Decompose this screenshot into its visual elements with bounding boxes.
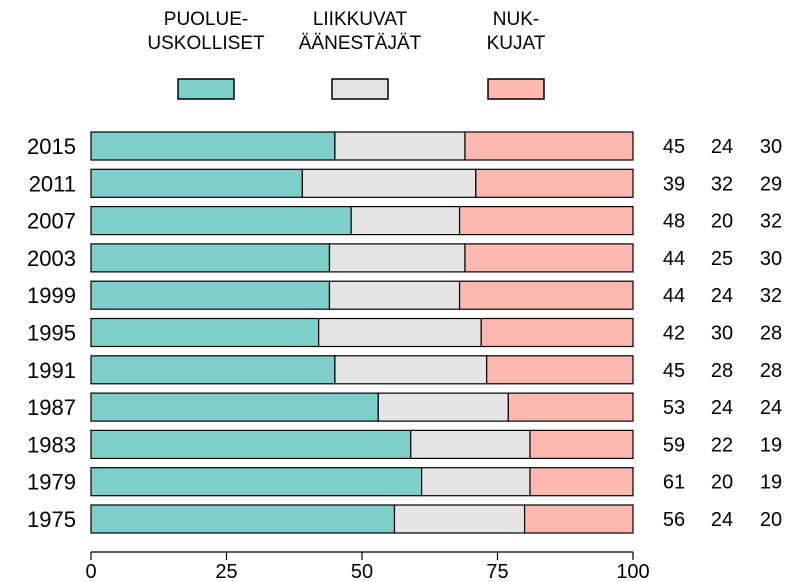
bar-2015-series-1	[90, 131, 336, 161]
bar-2007-series-2	[350, 206, 461, 236]
bar-1995-series-3	[480, 317, 634, 348]
value-label-2007-series-1: 48	[663, 211, 685, 233]
bar-2003-series-2	[328, 243, 466, 273]
legend-swatch-1	[177, 78, 235, 100]
bars	[90, 131, 634, 534]
value-label-2011-series-1: 39	[663, 173, 685, 195]
bar-2003-series-3	[464, 243, 634, 273]
value-labels: 45 24 30 39 32 29 48 20 32 44 25 30 44 24 32 42 30 28 45 28…	[663, 136, 782, 531]
value-label-2003-series-3: 30	[760, 248, 782, 270]
bar-2007-series-3	[458, 206, 634, 236]
year-label-1975: 1975	[27, 507, 76, 532]
bar-1995-series-2	[318, 317, 482, 348]
value-label-1995-series-2: 30	[711, 323, 733, 345]
bar-1975-series-3	[523, 504, 634, 534]
bar-1991-series-2	[334, 355, 488, 385]
legend-label-1-line-1: PUOLUE-	[164, 9, 248, 30]
legend-label-1-line-2: USKOLLISET	[147, 33, 265, 54]
value-label-1983-series-1: 59	[663, 434, 685, 456]
bar-2007-series-1	[90, 206, 352, 236]
value-label-2007-series-2: 20	[711, 211, 733, 233]
x-tick-label-50: 50	[351, 561, 373, 582]
year-label-1999: 1999	[27, 283, 76, 308]
x-tick-label-25: 25	[215, 561, 237, 582]
legend-label-3-line-1: NUK-	[493, 9, 539, 30]
bar-1983-series-3	[529, 429, 634, 459]
value-label-1979-series-3: 19	[760, 472, 782, 494]
bar-1995-series-1	[90, 317, 320, 348]
value-label-1987-series-1: 53	[663, 397, 685, 419]
value-label-2007-series-3: 32	[760, 211, 782, 233]
year-label-1995: 1995	[27, 321, 76, 346]
bar-2003-series-1	[90, 243, 331, 273]
value-label-1995-series-1: 42	[663, 323, 685, 345]
value-label-1999-series-3: 32	[760, 285, 782, 307]
value-label-1983-series-2: 22	[711, 434, 733, 456]
value-label-2011-series-3: 29	[760, 173, 782, 195]
value-label-1979-series-1: 61	[663, 472, 685, 494]
value-label-1995-series-3: 28	[760, 323, 782, 345]
value-label-1975-series-3: 20	[760, 509, 782, 531]
bar-2015-series-2	[334, 131, 466, 161]
value-label-1991-series-2: 28	[711, 360, 733, 382]
bar-1975-series-1	[90, 504, 396, 534]
year-label-2003: 2003	[27, 246, 76, 271]
bar-1991-series-3	[486, 355, 634, 385]
legend-label-2-line-2: ÄÄNESTÄJÄT	[299, 33, 422, 54]
value-label-1975-series-2: 24	[711, 509, 733, 531]
bar-1987-series-2	[377, 392, 509, 422]
bar-1979-series-2	[421, 467, 531, 497]
bar-1975-series-2	[393, 504, 526, 534]
value-label-1999-series-2: 24	[711, 285, 733, 307]
year-labels: 2015 2011 2007 2003 1999 1995 1991 1987 1983 1979…	[27, 134, 76, 532]
bar-1979-series-1	[90, 467, 423, 497]
bar-2015-series-3	[464, 131, 634, 161]
bar-1979-series-3	[529, 467, 634, 497]
bar-2011-series-3	[475, 168, 634, 198]
bar-1991-series-1	[90, 355, 336, 385]
x-tick-label-100: 100	[616, 561, 649, 582]
legend-swatch-3	[487, 78, 545, 100]
value-label-1979-series-2: 20	[711, 472, 733, 494]
legend-swatch-2	[331, 78, 389, 100]
value-label-1987-series-2: 24	[711, 397, 733, 419]
value-label-2015-series-1: 45	[663, 136, 685, 158]
x-axis: 0 25 50 75 100	[85, 551, 650, 582]
bar-1987-series-3	[507, 392, 634, 422]
legend-label-2-line-1: LIIKKUVAT	[313, 9, 408, 30]
value-label-2003-series-1: 44	[663, 248, 685, 270]
year-label-2015: 2015	[27, 134, 76, 159]
year-label-1987: 1987	[27, 395, 76, 420]
bar-1983-series-1	[90, 429, 412, 459]
bar-1999-series-2	[328, 280, 461, 310]
value-label-1991-series-3: 28	[760, 360, 782, 382]
legend: PUOLUE- USKOLLISET LIIKKUVAT ÄÄNESTÄJÄT NUK-…	[147, 9, 546, 100]
year-label-1983: 1983	[27, 432, 76, 457]
value-label-2011-series-2: 32	[711, 173, 733, 195]
bar-2011-series-1	[90, 168, 303, 198]
value-label-1983-series-3: 19	[760, 434, 782, 456]
value-label-2003-series-2: 25	[711, 248, 733, 270]
x-tick-label-0: 0	[85, 561, 96, 582]
year-label-2011: 2011	[29, 171, 76, 196]
bar-1983-series-2	[410, 429, 531, 459]
year-label-1979: 1979	[27, 470, 76, 495]
value-label-1999-series-1: 44	[663, 285, 685, 307]
value-label-1975-series-1: 56	[663, 509, 685, 531]
year-label-1991: 1991	[27, 358, 76, 383]
year-label-2007: 2007	[27, 209, 76, 234]
bar-2011-series-2	[301, 168, 477, 198]
x-tick-label-75: 75	[486, 561, 508, 582]
bar-1999-series-3	[458, 280, 634, 310]
value-label-1991-series-1: 45	[663, 360, 685, 382]
value-label-2015-series-3: 30	[760, 136, 782, 158]
value-label-1987-series-3: 24	[760, 397, 782, 419]
bar-1999-series-1	[90, 280, 331, 310]
bar-1987-series-1	[90, 392, 379, 422]
value-label-2015-series-2: 24	[711, 136, 733, 158]
legend-label-3-line-2: KUJAT	[487, 33, 546, 54]
